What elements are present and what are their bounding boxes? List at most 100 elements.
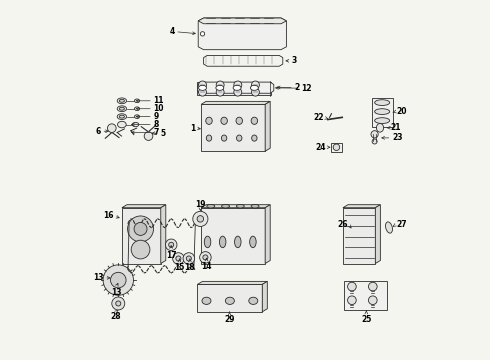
Ellipse shape [198, 88, 206, 96]
Bar [197, 89, 271, 95]
Text: 15: 15 [174, 263, 185, 272]
Polygon shape [197, 82, 274, 93]
Circle shape [116, 301, 121, 306]
Circle shape [368, 282, 377, 291]
Circle shape [107, 124, 116, 132]
Ellipse shape [237, 135, 242, 141]
Circle shape [186, 256, 192, 261]
Circle shape [347, 282, 356, 291]
Text: 29: 29 [224, 315, 235, 324]
Circle shape [172, 253, 184, 264]
Text: 21: 21 [391, 123, 401, 132]
Ellipse shape [206, 135, 212, 141]
Text: 17: 17 [166, 251, 176, 260]
Circle shape [368, 296, 377, 305]
Ellipse shape [134, 115, 140, 118]
Ellipse shape [236, 117, 243, 124]
Circle shape [166, 239, 177, 251]
Ellipse shape [118, 121, 126, 128]
Ellipse shape [375, 109, 390, 114]
Ellipse shape [134, 107, 140, 111]
Polygon shape [343, 208, 375, 264]
Circle shape [203, 255, 208, 260]
Ellipse shape [233, 85, 241, 90]
Ellipse shape [220, 236, 226, 248]
Circle shape [131, 240, 150, 259]
Bar [344, 281, 387, 310]
Circle shape [176, 256, 181, 261]
Ellipse shape [250, 85, 258, 90]
Text: 14: 14 [201, 262, 212, 271]
Polygon shape [197, 282, 268, 284]
Ellipse shape [249, 297, 258, 305]
Circle shape [103, 265, 133, 295]
Text: 4: 4 [170, 27, 175, 36]
Ellipse shape [250, 236, 256, 248]
Polygon shape [201, 205, 270, 208]
Text: 25: 25 [361, 315, 371, 324]
Circle shape [372, 139, 377, 144]
Ellipse shape [120, 99, 124, 102]
Text: 23: 23 [392, 133, 402, 142]
Ellipse shape [221, 204, 229, 208]
Ellipse shape [198, 85, 206, 90]
Polygon shape [343, 205, 380, 208]
Ellipse shape [235, 236, 241, 248]
Ellipse shape [251, 81, 259, 89]
Ellipse shape [221, 117, 227, 124]
Polygon shape [262, 282, 268, 312]
Ellipse shape [216, 81, 224, 89]
Text: 26: 26 [338, 220, 348, 229]
Text: 16: 16 [103, 211, 114, 220]
Circle shape [144, 132, 153, 140]
Text: 11: 11 [153, 96, 164, 105]
Ellipse shape [251, 204, 259, 208]
Polygon shape [375, 205, 380, 264]
Ellipse shape [221, 135, 227, 141]
Circle shape [371, 131, 378, 138]
Circle shape [347, 296, 356, 305]
Text: 5: 5 [160, 129, 166, 138]
Ellipse shape [234, 88, 242, 96]
Polygon shape [122, 205, 166, 208]
Circle shape [183, 253, 195, 264]
Ellipse shape [207, 204, 215, 208]
Text: 10: 10 [153, 104, 164, 113]
Ellipse shape [252, 135, 257, 141]
Text: 1: 1 [190, 123, 196, 132]
Ellipse shape [225, 297, 234, 305]
Ellipse shape [202, 297, 211, 305]
Polygon shape [161, 205, 166, 264]
Ellipse shape [204, 236, 211, 248]
Text: 9: 9 [153, 112, 158, 121]
Ellipse shape [120, 115, 124, 118]
Text: 3: 3 [291, 57, 296, 66]
Circle shape [333, 144, 340, 150]
Ellipse shape [206, 117, 212, 124]
Circle shape [169, 242, 174, 247]
Ellipse shape [251, 88, 259, 96]
Bar [197, 82, 271, 88]
Circle shape [134, 222, 147, 235]
Polygon shape [197, 284, 262, 312]
Circle shape [127, 216, 153, 242]
Ellipse shape [236, 204, 245, 208]
Ellipse shape [198, 81, 206, 89]
Text: 18: 18 [185, 263, 195, 272]
Ellipse shape [117, 106, 126, 112]
Ellipse shape [117, 114, 126, 120]
Bar [372, 98, 392, 127]
Text: 28: 28 [111, 312, 122, 321]
Circle shape [197, 216, 204, 222]
Polygon shape [204, 55, 283, 66]
Ellipse shape [132, 122, 139, 127]
Circle shape [111, 272, 126, 288]
Text: 7: 7 [153, 128, 159, 137]
Polygon shape [201, 104, 265, 151]
Text: 13: 13 [94, 274, 104, 282]
Polygon shape [198, 18, 286, 50]
Text: 2: 2 [294, 83, 299, 92]
Text: 22: 22 [314, 113, 324, 122]
Text: 8: 8 [153, 120, 159, 129]
Circle shape [193, 211, 208, 226]
